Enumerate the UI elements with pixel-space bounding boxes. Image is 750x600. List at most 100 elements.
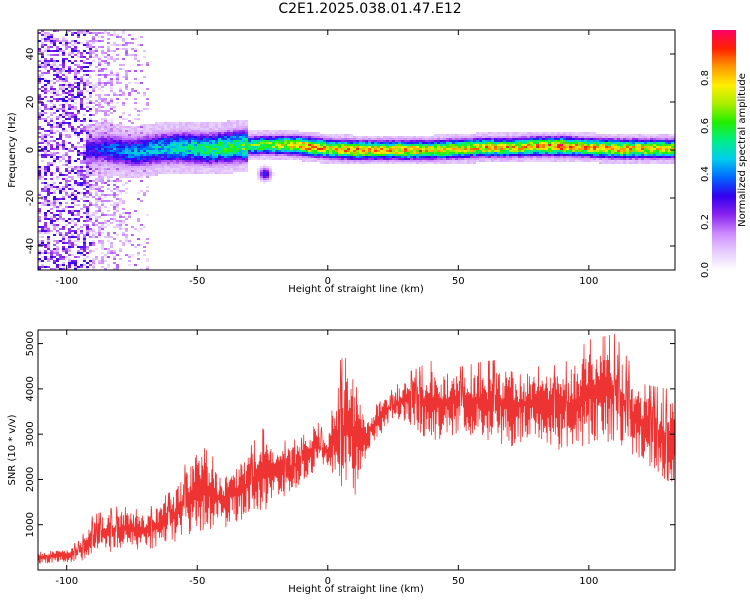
spectrogram-cell [335, 140, 338, 142]
spectrogram-cell [59, 210, 62, 212]
spectrogram-cell [95, 148, 98, 150]
spectrogram-cell [347, 156, 350, 158]
spectrogram-cell [419, 162, 422, 164]
spectrogram-cell [56, 122, 59, 124]
spectrogram-cell [437, 156, 440, 158]
spectrogram-cell [311, 136, 314, 138]
spectrogram-cell [317, 134, 320, 136]
spectrogram-cell [380, 150, 383, 152]
spectrogram-cell [50, 40, 53, 42]
spectrogram-cell [131, 42, 134, 44]
spectrogram-cell [74, 46, 77, 48]
spectrogram-cell [455, 136, 458, 138]
spectrogram-cell [92, 38, 95, 40]
spectrogram-cell [383, 146, 386, 148]
spectrogram-cell [155, 148, 158, 150]
spectrogram-cell [137, 126, 140, 128]
spectrogram-cell [323, 150, 326, 152]
spectrogram-cell [212, 158, 215, 160]
spectrogram-cell [422, 160, 425, 162]
spectrogram-cell [434, 144, 437, 146]
spectrogram-cell [266, 140, 269, 142]
spectrogram-cell [44, 196, 47, 198]
spectrogram-cell [242, 166, 245, 168]
spectrogram-cell [50, 36, 53, 38]
spectrogram-cell [59, 212, 62, 214]
spectrogram-cell [68, 264, 71, 266]
spectrogram-cell [65, 184, 68, 186]
spectrogram-cell [503, 132, 506, 134]
spectrogram-cell [434, 138, 437, 140]
spectrogram-cell [611, 156, 614, 158]
spectrogram-cell [74, 132, 77, 134]
spectrogram-cell [89, 48, 92, 50]
spectrogram-cell [416, 160, 419, 162]
spectrogram-cell [134, 48, 137, 50]
spectrogram-cell [512, 146, 515, 148]
spectrogram-cell [53, 186, 56, 188]
spectrogram-cell [191, 136, 194, 138]
spectrogram-cell [524, 156, 527, 158]
spectrogram-cell [86, 136, 89, 138]
spectrogram-cell [500, 160, 503, 162]
spectrogram-cell [416, 152, 419, 154]
spectrogram-cell [443, 136, 446, 138]
spectrogram-cell [62, 140, 65, 142]
spectrogram-cell [122, 184, 125, 186]
spectrogram-cell [314, 142, 317, 144]
spectrogram-cell [149, 166, 152, 168]
spectrogram-cell [332, 148, 335, 150]
spectrogram-cell [113, 30, 116, 32]
spectrogram-cell [89, 54, 92, 56]
spectrogram-cell [107, 150, 110, 152]
spectrogram-cell [596, 152, 599, 154]
spectrogram-cell [113, 106, 116, 108]
spectrogram-cell [464, 158, 467, 160]
spectrogram-cell [68, 166, 71, 168]
spectrogram-cell [50, 152, 53, 154]
spectrogram-cell [83, 192, 86, 194]
spectrogram-cell [188, 138, 191, 140]
spectrogram-cell [482, 160, 485, 162]
spectrogram-cell [335, 138, 338, 140]
spectrogram-cell [233, 166, 236, 168]
spectrogram-cell [602, 146, 605, 148]
spectrogram-cell [542, 152, 545, 154]
spectrogram-cell [170, 126, 173, 128]
spectrogram-cell [44, 40, 47, 42]
spectrogram-cell [107, 130, 110, 132]
spectrogram-cell [38, 230, 41, 232]
spectrogram-cell [62, 144, 65, 146]
spectrogram-cell [209, 140, 212, 142]
spectrogram-cell [89, 126, 92, 128]
spectrogram-cell [473, 162, 476, 164]
spectrogram-cell [62, 50, 65, 52]
spectrogram-cell [158, 160, 161, 162]
spectrogram-cell [203, 144, 206, 146]
spectrogram-cell [71, 176, 74, 178]
spectrogram-cell [83, 150, 86, 152]
spectrogram-cell [143, 130, 146, 132]
spectrogram-cell [107, 32, 110, 34]
spectrogram-cell [386, 162, 389, 164]
spectrogram-cell [530, 146, 533, 148]
spectrogram-cell [605, 152, 608, 154]
spectrogram-cell [59, 42, 62, 44]
spectrogram-cell [464, 140, 467, 142]
spectrogram-cell [131, 176, 134, 178]
spectrogram-cell [404, 138, 407, 140]
spectrogram-cell [47, 50, 50, 52]
spectrogram-cell [62, 238, 65, 240]
spectrogram-cell [563, 134, 566, 136]
spectrogram-cell [68, 86, 71, 88]
spectrogram-cell [119, 174, 122, 176]
spectrogram-cell [470, 156, 473, 158]
spectrogram-cell [431, 146, 434, 148]
spectrogram-cell [317, 140, 320, 142]
spectrogram-cell [194, 170, 197, 172]
spectrogram-cell [482, 134, 485, 136]
spectrogram-cell [83, 156, 86, 158]
spectrogram-cell [485, 160, 488, 162]
spectrogram-cell [245, 162, 248, 164]
spectrogram-cell [254, 132, 257, 134]
